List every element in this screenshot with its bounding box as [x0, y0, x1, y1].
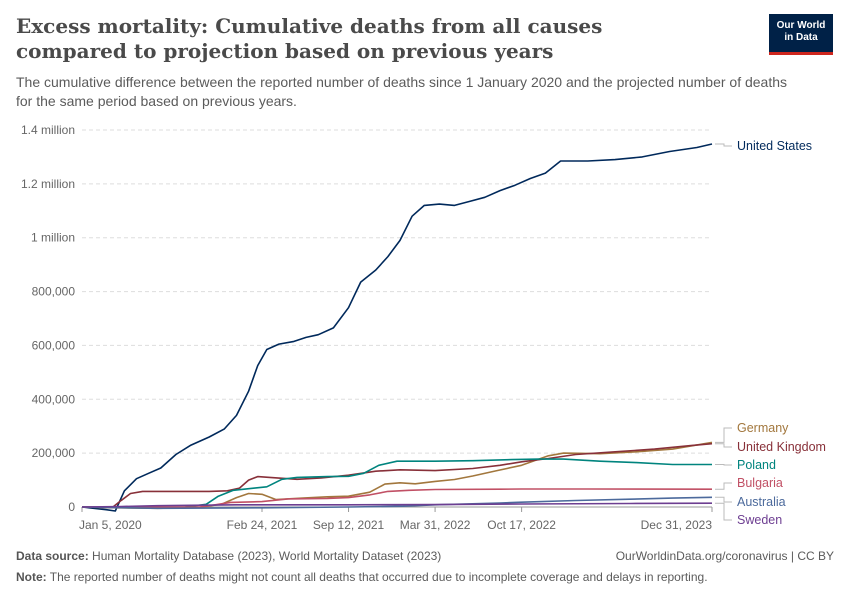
source-text[interactable]: Human Mortality Database (2023), World M…: [92, 549, 442, 563]
series-label-sweden: Sweden: [737, 513, 782, 527]
series-label-united-states: United States: [737, 139, 812, 153]
chart-title: Excess mortality: Cumulative deaths from…: [16, 14, 603, 63]
series-line-bulgaria: [82, 488, 713, 508]
x-tick-label: Feb 24, 2021: [227, 518, 298, 532]
series-label-bulgaria: Bulgaria: [737, 476, 783, 490]
connector-united-kingdom: [715, 443, 732, 448]
series-label-australia: Australia: [737, 495, 786, 509]
source-url[interactable]: OurWorldinData.org/coronavirus | CC BY: [615, 549, 834, 563]
x-tick-label: Oct 17, 2022: [487, 518, 556, 532]
series-line-united-kingdom: [81, 442, 713, 509]
footer-source: Data source: Human Mortality Database (2…: [16, 549, 834, 564]
y-tick-label: 1.2 million: [21, 177, 75, 191]
y-tick-label: 1.4 million: [21, 123, 75, 137]
connector-poland: [715, 464, 732, 466]
connector-bulgaria: [715, 482, 732, 490]
series-label-united-kingdom: United Kingdom: [737, 440, 826, 454]
owid-logo[interactable]: Our World in Data: [769, 14, 833, 55]
x-tick-label: Jan 5, 2020: [79, 518, 142, 532]
logo-line-2: in Data: [784, 32, 818, 43]
series-label-poland: Poland: [737, 458, 776, 472]
y-tick-label: 600,000: [32, 338, 76, 352]
series-line-poland: [81, 458, 712, 509]
connector-united-states: [715, 143, 732, 147]
y-tick-label: 1 million: [31, 231, 75, 245]
series-line-united-states: [81, 143, 713, 512]
chart-subtitle: The cumulative difference between the re…: [16, 74, 788, 109]
x-tick-label: Mar 31, 2022: [400, 518, 471, 532]
y-tick-label: 800,000: [32, 285, 76, 299]
note-label: Note:: [16, 570, 47, 584]
y-tick-label: 200,000: [32, 446, 76, 460]
y-tick-label: 400,000: [32, 392, 76, 406]
y-tick-label: 0: [68, 500, 75, 514]
footer-note: Note: The reported number of deaths migh…: [16, 570, 834, 585]
source-label: Data source:: [16, 549, 89, 563]
connector-australia: [715, 496, 732, 503]
series-line-sweden: [81, 502, 713, 508]
x-tick-label: Dec 31, 2023: [641, 518, 713, 532]
series-label-germany: Germany: [737, 421, 789, 435]
connector-germany: [715, 427, 732, 443]
series-line-germany: [81, 441, 713, 510]
x-tick-label: Sep 12, 2021: [313, 518, 385, 532]
note-text: The reported number of deaths might not …: [49, 570, 708, 584]
connector-sweden: [715, 502, 732, 521]
logo-line-1: Our World: [776, 20, 826, 31]
